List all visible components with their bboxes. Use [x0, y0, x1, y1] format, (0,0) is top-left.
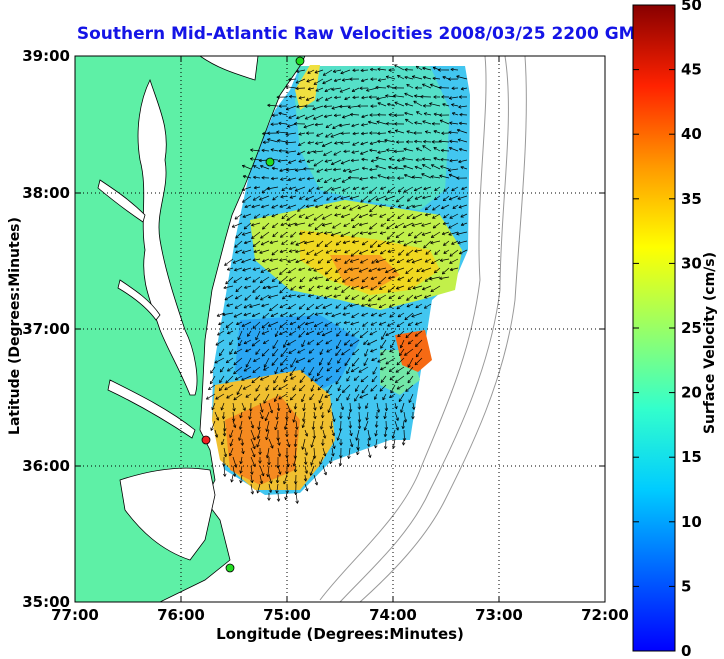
latitude-ticks: 39:00 38:00 37:00 36:00 35:00: [22, 47, 605, 611]
colorbar-tick-label: 5: [681, 577, 691, 595]
delaware-bay: [199, 56, 259, 81]
radar-site-marker: [265, 157, 275, 167]
land: [75, 56, 306, 602]
velocity-field: [212, 65, 470, 495]
colorbar-tick-label: 15: [681, 448, 702, 466]
lon-tick-label: 72:00: [581, 606, 629, 624]
colorbar-tick-label: 25: [681, 319, 702, 337]
colorbar-tick-label: 35: [681, 190, 702, 208]
y-axis-label: Latitude (Degrees:Minutes): [7, 217, 23, 435]
lat-tick-label: 38:00: [22, 184, 70, 202]
colorbar: [632, 4, 676, 652]
chesapeake-bay: [97, 78, 198, 439]
bathymetry-contours: [319, 56, 527, 602]
colorbar-tick-label: 50: [681, 0, 702, 14]
lon-tick-label: 76:00: [157, 606, 205, 624]
pamlico-sound: [119, 467, 216, 561]
colorbar-tick-label: 10: [681, 513, 702, 531]
longitude-ticks: 77:00 76:00 75:00 74:00 73:00 72:00: [51, 56, 629, 624]
colorbar-label: Surface Velocity (cm/s): [702, 251, 718, 435]
lon-tick-label: 77:00: [51, 606, 99, 624]
lon-tick-label: 75:00: [263, 606, 311, 624]
lat-tick-label: 39:00: [22, 47, 70, 65]
colorbar-tick-label: 40: [681, 125, 702, 143]
colorbar-tick-label: 30: [681, 254, 702, 272]
colorbar-tick-label: 0: [681, 642, 691, 659]
x-axis-label: Longitude (Degrees:Minutes): [216, 625, 464, 643]
lat-tick-label: 37:00: [22, 320, 70, 338]
colorbar-tick-label: 45: [681, 61, 702, 79]
map-title: Southern Mid-Atlantic Raw Velocities 200…: [76, 24, 648, 44]
radar-site-marker: [295, 56, 305, 66]
lon-tick-label: 73:00: [475, 606, 523, 624]
radar-site-marker: [225, 563, 235, 573]
colorbar-ticks: 0 5 10 15 20 25 30 35 40 45 50: [633, 0, 702, 659]
colorbar-tick-label: 20: [681, 384, 702, 402]
lat-tick-label: 36:00: [22, 457, 70, 475]
radar-site-marker: [201, 435, 211, 445]
grid-lines: [75, 56, 605, 602]
velocity-vectors: [206, 64, 468, 504]
lon-tick-label: 74:00: [369, 606, 417, 624]
lat-tick-label: 35:00: [22, 593, 70, 611]
